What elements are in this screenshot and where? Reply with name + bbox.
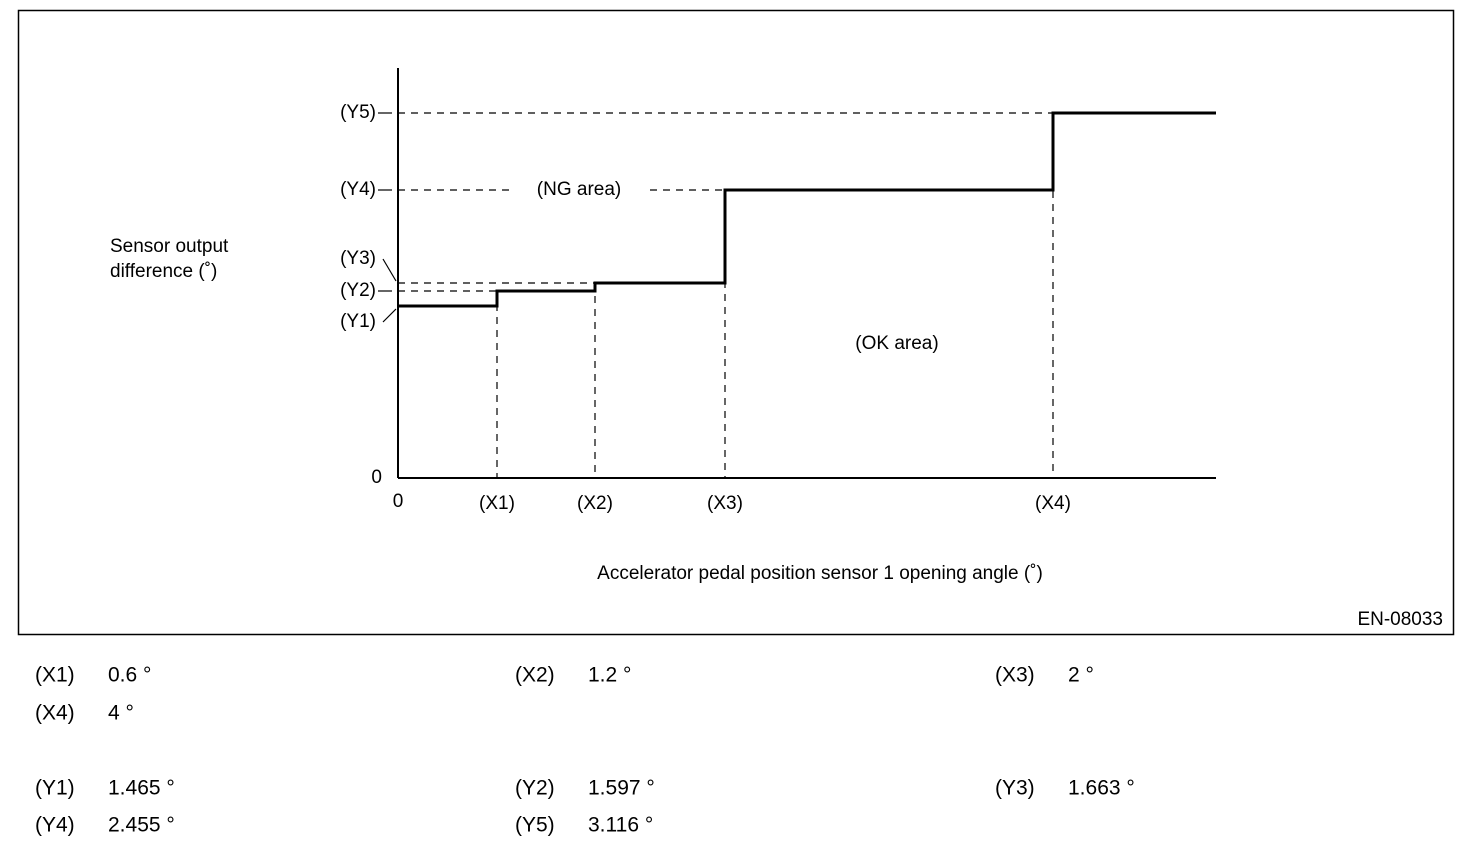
ng-area: (NG area) [537,179,621,200]
value-label: (Y2) [515,777,555,800]
y-tick-label: (Y2) [340,280,376,301]
value-label: (X3) [995,664,1035,687]
value-label: (Y4) [35,814,75,837]
figure-id: EN-08033 [1357,609,1443,630]
value-label: (Y3) [995,777,1035,800]
ok-area: (OK area) [855,333,938,354]
value-text: 0.6 ° [108,664,151,687]
value-text: 2.455 ° [108,814,175,837]
y-tick-label: (Y1) [340,311,376,332]
x-tick-label: (X3) [707,493,743,514]
threshold-line [398,111,1216,308]
value-text: 1.2 ° [588,664,631,687]
value-text: 2 ° [1068,664,1094,687]
frame [17,9,1455,636]
value-text: 1.663 ° [1068,777,1135,800]
x-axis-label: Accelerator pedal position sensor 1 open… [597,563,1043,584]
y-axis-label: difference (˚) [110,261,217,282]
value-label: (X2) [515,664,555,687]
x-tick-label: (X1) [479,493,515,514]
y-tick-label: (Y3) [340,248,376,269]
y-axis-label: Sensor output [110,236,229,257]
value-text: 1.597 ° [588,777,655,800]
value-label: (Y1) [35,777,75,800]
y-tick-label: (Y5) [340,102,376,123]
value-text: 1.465 ° [108,777,175,800]
x-tick-label: (X2) [577,493,613,514]
value-label: (X4) [35,702,75,725]
x-tick-label: (X4) [1035,493,1071,514]
origin-x: 0 [393,491,404,512]
y-tick-label: (Y4) [340,179,376,200]
guides [378,112,1054,478]
origin-y: 0 [371,467,382,488]
value-label: (X1) [35,664,75,687]
value-label: (Y5) [515,814,555,837]
value-text: 3.116 ° [588,814,653,837]
value-text: 4 ° [108,702,134,725]
